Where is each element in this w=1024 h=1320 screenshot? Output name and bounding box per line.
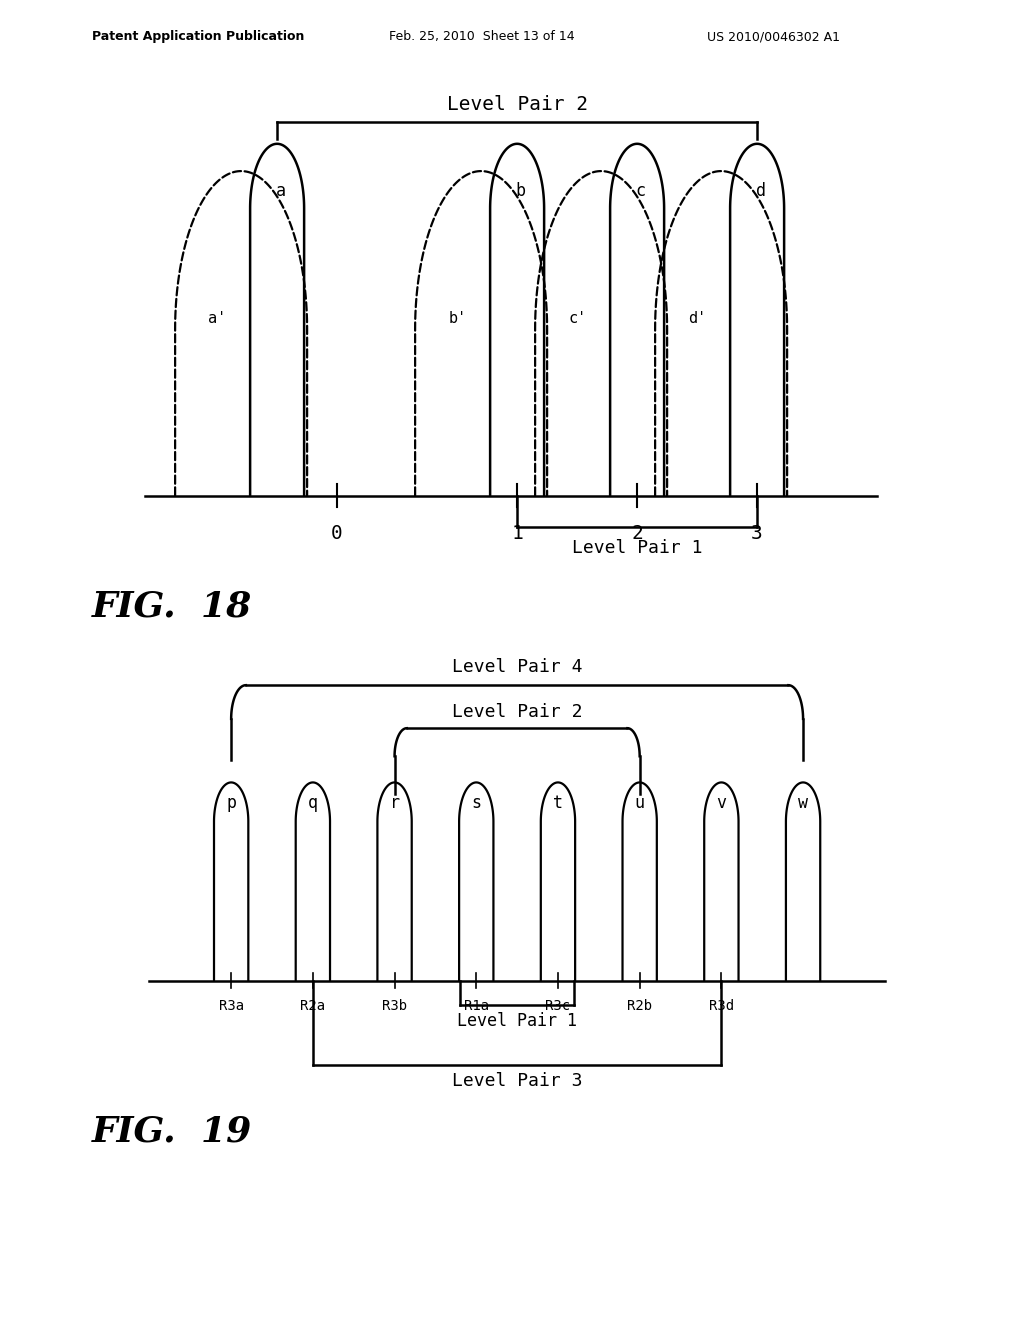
Text: b': b' xyxy=(449,312,467,326)
Text: r: r xyxy=(389,795,399,812)
Text: b: b xyxy=(516,182,525,199)
Text: R3d: R3d xyxy=(709,999,734,1014)
Text: 2: 2 xyxy=(631,524,643,544)
Text: Level Pair 1: Level Pair 1 xyxy=(457,1012,578,1031)
Text: s: s xyxy=(471,795,481,812)
Text: 3: 3 xyxy=(752,524,763,544)
Text: w: w xyxy=(798,795,808,812)
Text: Level Pair 1: Level Pair 1 xyxy=(571,539,702,557)
Text: R3b: R3b xyxy=(382,999,408,1014)
Text: R2b: R2b xyxy=(627,999,652,1014)
Text: 0: 0 xyxy=(331,524,343,544)
Text: u: u xyxy=(635,795,645,812)
Text: v: v xyxy=(717,795,726,812)
Text: R1a: R1a xyxy=(464,999,488,1014)
Text: a': a' xyxy=(209,312,226,326)
Text: t: t xyxy=(553,795,563,812)
Text: FIG.  19: FIG. 19 xyxy=(92,1115,252,1148)
Text: c': c' xyxy=(568,312,587,326)
Text: US 2010/0046302 A1: US 2010/0046302 A1 xyxy=(707,30,840,44)
Text: q: q xyxy=(308,795,317,812)
Text: p: p xyxy=(226,795,237,812)
Text: Patent Application Publication: Patent Application Publication xyxy=(92,30,304,44)
Text: FIG.  18: FIG. 18 xyxy=(92,590,252,623)
Text: d': d' xyxy=(688,312,707,326)
Text: R3c: R3c xyxy=(546,999,570,1014)
Text: Level Pair 2: Level Pair 2 xyxy=(446,95,588,114)
Text: d: d xyxy=(756,182,766,199)
Text: Level Pair 2: Level Pair 2 xyxy=(452,702,583,721)
Text: c: c xyxy=(636,182,646,199)
Text: Feb. 25, 2010  Sheet 13 of 14: Feb. 25, 2010 Sheet 13 of 14 xyxy=(389,30,574,44)
Text: Level Pair 4: Level Pair 4 xyxy=(452,657,583,676)
Text: R3a: R3a xyxy=(218,999,244,1014)
Text: a: a xyxy=(275,182,286,199)
Text: Level Pair 3: Level Pair 3 xyxy=(452,1072,583,1090)
Text: 1: 1 xyxy=(511,524,523,544)
Text: R2a: R2a xyxy=(300,999,326,1014)
